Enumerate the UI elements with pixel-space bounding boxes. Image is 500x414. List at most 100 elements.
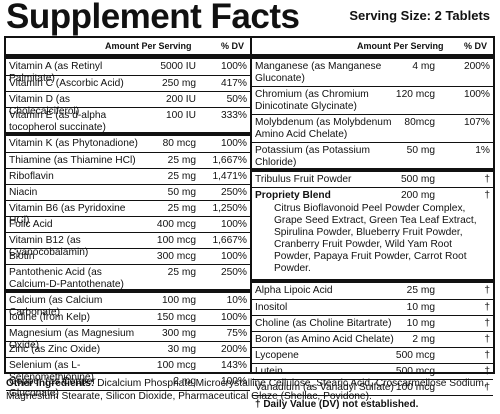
nutrient-amount: 25 mg — [126, 203, 196, 215]
serving-size: Serving Size: 2 Tablets — [349, 8, 490, 23]
nutrient-name: Pantothenic Acid (as Calcium-D-Pantothen… — [9, 267, 139, 291]
nutrient-dv: 200% — [440, 61, 490, 73]
nutrient-dv: † — [440, 174, 490, 186]
left-column-header: Amount Per Serving % DV — [6, 38, 250, 59]
nutrient-amount: 10 mg — [375, 302, 435, 314]
nutrient-dv: 100% — [199, 61, 247, 73]
nutrient-amount: 100 mcg — [126, 360, 196, 372]
nutrient-name: Vitamin K (as Phytonadione) — [9, 138, 139, 150]
blend-dv: † — [440, 190, 490, 202]
nutrient-amount: 50 mg — [126, 187, 196, 199]
nutrient-row: Choline (as Choline Bitartrate) 10 mg † — [252, 316, 493, 332]
other-ingredients: Other Ingredients: Dicalcium Phosphate,M… — [6, 378, 496, 403]
nutrient-name: Vitamin C (Ascorbic Acid) — [9, 78, 139, 90]
nutrient-row: Calcium (as Calcium Carbonate) 100 mg 10% — [6, 293, 250, 310]
nutrient-row: Biotin 300 mcg 100% — [6, 249, 250, 265]
nutrient-amount: 500 mcg — [375, 350, 435, 362]
nutrient-row: Potassium (as Potassium Chloride) 50 mg 1% — [252, 143, 493, 172]
nutrient-amount: 150 mcg — [126, 312, 196, 324]
nutrient-row: Tribulus Fruit Powder 500 mg † — [252, 172, 493, 188]
nutrient-row: Selenium (as L-Selenomethionine) 100 mcg 1… — [6, 358, 250, 374]
nutrient-dv: † — [440, 366, 490, 378]
nutrient-row: Zinc (as Zinc Oxide) 30 mg 200% — [6, 342, 250, 358]
nutrient-dv: 100% — [199, 219, 247, 231]
nutrient-dv: 333% — [199, 110, 247, 122]
nutrient-row: Vitamin C (Ascorbic Acid) 250 mg 417% — [6, 76, 250, 92]
nutrient-amount: 100 IU — [126, 110, 196, 122]
nutrient-row: Vitamin A (as Retinyl Palmitate) 5000 IU 1… — [6, 59, 250, 76]
nutrient-row: Manganese (as Manganese Gluconate) 4 mg 20… — [252, 59, 493, 87]
nutrient-amount: 50 mg — [375, 145, 435, 157]
blend-amount: 200 mg — [375, 190, 435, 202]
nutrient-amount: 30 mg — [126, 344, 196, 356]
nutrient-amount: 80mcg — [375, 117, 435, 129]
nutrient-amount: 10 mg — [375, 318, 435, 330]
nutrient-amount: 400 mcg — [126, 219, 196, 231]
nutrient-dv: † — [440, 302, 490, 314]
nutrient-row: Molybdenum (as Molybdenum Amino Acid Che… — [252, 115, 493, 143]
amount-header: Amount Per Serving — [105, 41, 192, 51]
nutrient-dv: 1,667% — [199, 235, 247, 247]
nutrient-amount: 25 mg — [126, 171, 196, 183]
nutrient-amount: 80 mcg — [126, 138, 196, 150]
nutrient-amount: 100 mcg — [126, 235, 196, 247]
nutrient-dv: † — [440, 285, 490, 297]
nutrient-row: Vitamin B12 (as Cyanocobalamin) 100 mcg 1,… — [6, 233, 250, 249]
right-column: Amount Per Serving % DV Manganese (as Ma… — [252, 38, 493, 414]
nutrient-name: Riboflavin — [9, 171, 139, 183]
nutrient-row: Vitamin E (as d-alpha tocopherol succina… — [6, 108, 250, 136]
nutrient-name: Iodine (from Kelp) — [9, 312, 139, 324]
nutrient-dv: † — [440, 350, 490, 362]
nutrient-name: Folic Acid — [9, 219, 139, 231]
nutrient-amount: 5000 IU — [126, 61, 196, 73]
nutrient-dv: † — [440, 334, 490, 346]
header: Supplement Facts Serving Size: 2 Tablets — [0, 0, 500, 38]
nutrient-dv: 100% — [199, 312, 247, 324]
nutrient-amount: 2 mg — [375, 334, 435, 346]
nutrient-dv: 100% — [440, 89, 490, 101]
nutrient-dv: 143% — [199, 360, 247, 372]
nutrient-row: Thiamine (as Thiamine HCl) 25 mg 1,667% — [6, 153, 250, 169]
nutrient-dv: 1,667% — [199, 155, 247, 167]
nutrient-dv: 10% — [199, 295, 247, 307]
right-nutrient-list: Manganese (as Manganese Gluconate) 4 mg 20… — [252, 59, 493, 188]
nutrient-row: Lycopene 500 mcg † — [252, 348, 493, 364]
nutrient-row: Boron (as Amino Acid Chelate) 2 mg † — [252, 332, 493, 348]
nutrient-row: Alpha Lipoic Acid 25 mg † — [252, 283, 493, 300]
panel-title: Supplement Facts — [6, 0, 299, 37]
proprietary-blend: Propriety Blend 200 mg † Citrus Bioflavo… — [252, 188, 493, 283]
nutrient-name: Zinc (as Zinc Oxide) — [9, 344, 139, 356]
nutrient-dv: 50% — [199, 94, 247, 106]
nutrient-amount: 300 mg — [126, 328, 196, 340]
left-nutrient-list: Vitamin A (as Retinyl Palmitate) 5000 IU 1… — [6, 59, 250, 391]
right-column-header: Amount Per Serving % DV — [252, 38, 493, 59]
other-ingredients-label: Other Ingredients: — [6, 378, 94, 389]
nutrient-dv: 100% — [199, 251, 247, 263]
nutrient-dv: 200% — [199, 344, 247, 356]
nutrient-dv: 107% — [440, 117, 490, 129]
nutrient-row: Pantothenic Acid (as Calcium-D-Pantothen… — [6, 265, 250, 293]
nutrient-amount: 300 mcg — [126, 251, 196, 263]
nutrient-amount: 250 mg — [126, 78, 196, 90]
nutrient-row: Niacin 50 mg 250% — [6, 185, 250, 201]
nutrient-dv: 417% — [199, 78, 247, 90]
nutrient-dv: 1,250% — [199, 203, 247, 215]
nutrient-amount: 25 mg — [126, 267, 196, 279]
blend-ingredients: Citrus Bioflavonoid Peel Powder Complex,… — [274, 203, 489, 275]
nutrient-name: Biotin — [9, 251, 139, 263]
nutrient-amount: 4 mg — [375, 61, 435, 73]
nutrient-name: Thiamine (as Thiamine HCl) — [9, 155, 139, 167]
nutrient-dv: 100% — [199, 138, 247, 150]
nutrient-amount: 500 mcg — [375, 366, 435, 378]
nutrient-dv: 250% — [199, 267, 247, 279]
nutrient-dv: 250% — [199, 187, 247, 199]
nutrient-amount: 200 IU — [126, 94, 196, 106]
nutrient-dv: 1,471% — [199, 171, 247, 183]
dv-header: % DV — [221, 41, 244, 51]
nutrient-amount: 120 mcg — [375, 89, 435, 101]
blend-name: Propriety Blend — [255, 190, 331, 202]
nutrient-amount: 25 mg — [126, 155, 196, 167]
nutrient-name: Niacin — [9, 187, 139, 199]
nutrient-row: Iodine (from Kelp) 150 mcg 100% — [6, 310, 250, 326]
nutrient-dv: † — [440, 318, 490, 330]
